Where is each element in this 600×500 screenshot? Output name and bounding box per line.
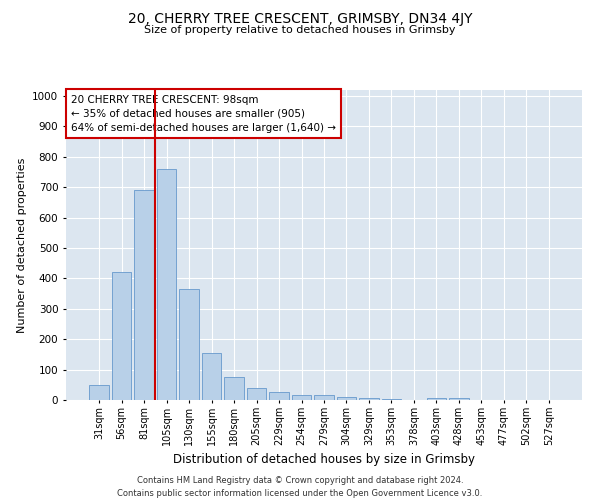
Bar <box>134 190 154 400</box>
Bar <box>247 388 266 400</box>
Bar <box>292 394 311 400</box>
Text: Size of property relative to detached houses in Grimsby: Size of property relative to detached ho… <box>144 25 456 35</box>
Text: 20, CHERRY TREE CRESCENT, GRIMSBY, DN34 4JY: 20, CHERRY TREE CRESCENT, GRIMSBY, DN34 … <box>128 12 472 26</box>
Bar <box>89 386 109 400</box>
Bar <box>382 399 401 400</box>
Text: Contains HM Land Registry data © Crown copyright and database right 2024.
Contai: Contains HM Land Registry data © Crown c… <box>118 476 482 498</box>
Bar <box>314 396 334 400</box>
Bar <box>157 169 176 400</box>
Bar <box>269 392 289 400</box>
Text: 20 CHERRY TREE CRESCENT: 98sqm
← 35% of detached houses are smaller (905)
64% of: 20 CHERRY TREE CRESCENT: 98sqm ← 35% of … <box>71 94 336 132</box>
Y-axis label: Number of detached properties: Number of detached properties <box>17 158 26 332</box>
Bar <box>112 272 131 400</box>
Bar <box>449 398 469 400</box>
Bar <box>359 398 379 400</box>
Bar <box>224 377 244 400</box>
Bar <box>202 353 221 400</box>
Bar <box>337 398 356 400</box>
Bar <box>179 289 199 400</box>
X-axis label: Distribution of detached houses by size in Grimsby: Distribution of detached houses by size … <box>173 454 475 466</box>
Bar <box>427 398 446 400</box>
